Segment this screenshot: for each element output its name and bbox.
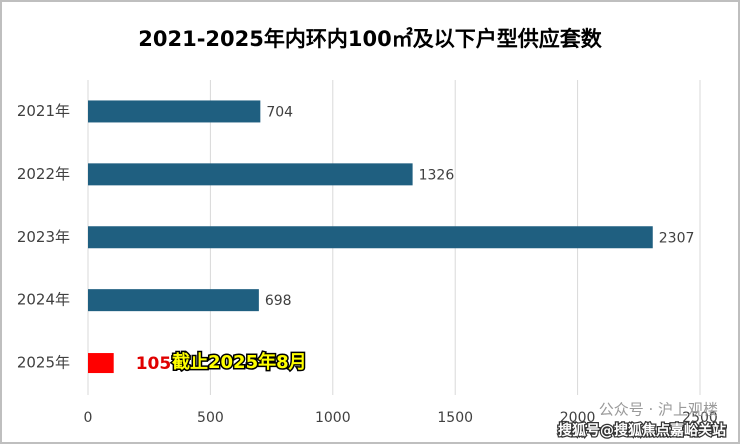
x-tick-label: 2000 — [560, 410, 596, 426]
bar — [88, 353, 114, 374]
bar — [88, 226, 653, 249]
data-label: 704 — [266, 104, 293, 120]
data-label: 1326 — [419, 167, 455, 183]
data-label: 105 — [136, 354, 172, 374]
y-tick-label: 2024年 — [17, 291, 70, 309]
bar — [88, 163, 413, 186]
chart-title: 2021-2025年内环内100㎡及以下户型供应套数 — [138, 27, 602, 51]
bar — [88, 100, 261, 123]
x-tick-label: 0 — [84, 410, 93, 426]
y-tick-label: 2022年 — [17, 165, 70, 183]
watermark: 搜狐号@搜狐焦点嘉峪关站 — [558, 422, 726, 439]
x-tick-label: 1000 — [315, 410, 351, 426]
data-label: 698 — [265, 293, 292, 309]
bar — [88, 289, 259, 312]
x-tick-label: 1500 — [437, 410, 473, 426]
x-tick-label: 2500 — [682, 410, 718, 426]
y-tick-label: 2023年 — [17, 228, 70, 246]
x-tick-label: 500 — [197, 410, 224, 426]
y-tick-label: 2025年 — [17, 354, 70, 372]
annotation: 截止2025年8月 — [172, 351, 307, 373]
data-label: 2307 — [659, 230, 695, 246]
y-tick-label: 2021年 — [17, 102, 70, 120]
watermark: 公众号 · 沪上观楼 — [599, 401, 718, 419]
